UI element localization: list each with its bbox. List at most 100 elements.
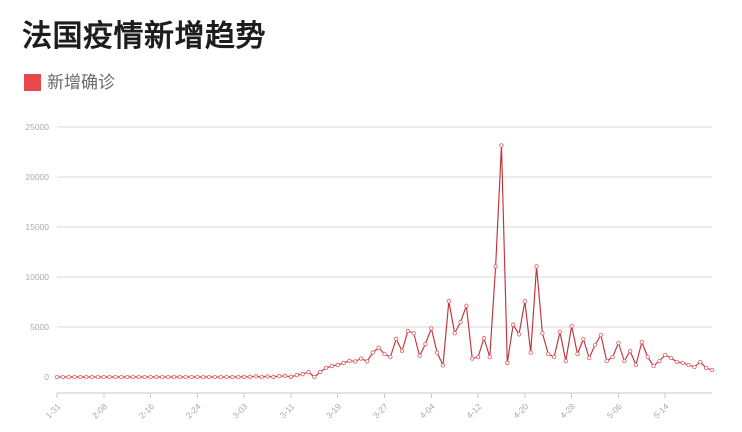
data-point-marker	[411, 331, 416, 336]
data-point-marker	[417, 353, 422, 359]
data-point-marker	[692, 364, 697, 370]
data-point-marker	[534, 264, 539, 269]
data-point-marker	[78, 374, 83, 380]
data-point-marker	[358, 356, 364, 361]
data-point-marker	[119, 374, 124, 380]
data-point-marker	[674, 359, 680, 365]
data-point-marker	[224, 374, 229, 380]
data-point-marker	[300, 371, 305, 377]
data-point-marker	[259, 374, 264, 380]
data-point-marker	[510, 322, 516, 327]
x-axis-tick-label: 4-12	[464, 401, 483, 420]
data-point-marker	[703, 365, 709, 371]
data-point-marker	[329, 363, 335, 369]
data-point-marker	[557, 329, 563, 335]
data-point-marker	[668, 355, 674, 361]
data-point-marker	[440, 363, 446, 368]
data-point-marker	[516, 332, 522, 337]
data-point-marker	[581, 336, 586, 342]
data-point-marker	[107, 374, 112, 380]
data-point-marker	[113, 374, 118, 380]
data-point-marker	[341, 360, 346, 366]
data-point-marker	[633, 362, 639, 368]
data-point-marker	[95, 374, 101, 380]
x-axis-tick-label: 3-03	[230, 401, 249, 420]
data-point-marker	[399, 348, 405, 354]
data-point-marker	[195, 374, 200, 380]
x-axis-group	[56, 392, 712, 398]
data-point-marker	[622, 358, 627, 364]
data-point-marker	[522, 299, 528, 304]
data-point-marker	[136, 374, 142, 380]
data-point-marker	[271, 374, 276, 379]
data-point-marker	[370, 350, 375, 355]
data-point-marker	[277, 373, 282, 379]
data-point-marker	[452, 331, 457, 336]
data-point-marker	[663, 352, 668, 358]
series-markers-group	[54, 143, 715, 380]
legend-label: 新增确诊	[47, 73, 115, 92]
data-point-marker	[493, 264, 498, 269]
data-point-marker	[218, 374, 223, 380]
data-point-marker	[189, 374, 194, 380]
data-point-marker	[645, 354, 650, 360]
x-axis-tick-label: 3-19	[324, 401, 343, 420]
page-title: 法国疫情新增趋势	[22, 20, 266, 53]
data-point-marker	[317, 369, 323, 375]
chart-legend: 新增确诊	[24, 73, 115, 92]
data-point-marker	[639, 339, 644, 345]
data-point-marker	[72, 374, 77, 380]
data-point-marker	[429, 326, 434, 331]
data-point-marker	[364, 359, 370, 364]
data-point-marker	[323, 365, 329, 371]
data-point-marker	[394, 336, 399, 342]
data-point-marker	[89, 374, 95, 380]
data-point-marker	[616, 340, 621, 346]
data-point-marker	[101, 374, 106, 380]
data-point-marker	[247, 374, 253, 379]
data-point-marker	[505, 360, 510, 365]
x-axis-tick-label: 2-16	[137, 401, 156, 420]
x-axis-tick-label: 3-27	[371, 401, 390, 420]
y-axis-tick-label: 20000	[25, 172, 49, 182]
x-axis-tick-label: 5-06	[605, 401, 624, 420]
data-point-marker	[148, 374, 153, 380]
data-point-marker	[376, 345, 381, 350]
data-point-marker	[405, 328, 411, 334]
data-point-marker	[125, 374, 130, 380]
x-axis-tick-label: 2-24	[184, 401, 203, 420]
y-axis-tick-label: 5000	[30, 322, 49, 332]
data-point-marker	[265, 374, 270, 379]
data-point-marker	[563, 358, 568, 364]
data-point-marker	[598, 332, 604, 338]
data-point-marker	[423, 341, 428, 347]
y-axis-labels-group: 0 5000 10000 15000 20000 25000	[25, 122, 49, 382]
data-point-marker	[686, 362, 691, 368]
data-point-marker	[165, 374, 171, 380]
data-point-marker	[236, 374, 241, 380]
series-line-新增确诊	[56, 144, 713, 378]
data-point-marker	[592, 342, 598, 348]
data-point-marker	[353, 359, 358, 364]
data-point-marker	[335, 362, 340, 368]
x-axis-tick-label: 4-04	[418, 401, 437, 420]
data-point-marker	[481, 336, 487, 341]
data-point-marker	[241, 374, 247, 379]
data-point-marker	[142, 374, 147, 380]
data-point-marker	[171, 374, 177, 380]
data-point-marker	[627, 348, 633, 354]
x-axis-tick-label: 3-11	[278, 401, 297, 420]
data-point-marker	[540, 331, 545, 336]
data-point-marker	[66, 374, 71, 380]
data-point-marker	[294, 372, 299, 378]
data-point-marker	[464, 303, 469, 308]
data-point-marker	[282, 373, 288, 379]
legend-swatch-icon	[24, 74, 41, 91]
x-axis-tick-label: 4-20	[511, 401, 530, 420]
data-point-marker	[528, 350, 533, 355]
x-axis-tick-label: 4-28	[558, 401, 577, 420]
data-point-marker	[546, 351, 551, 357]
gridlines-group	[57, 126, 712, 328]
